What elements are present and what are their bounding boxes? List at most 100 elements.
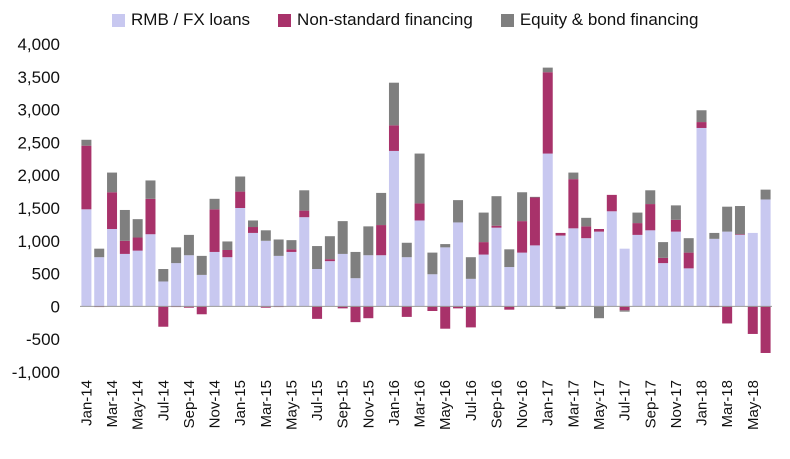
x-tick-label: Sep-16: [488, 380, 505, 428]
bar-segment-loans: [171, 263, 182, 307]
x-tick-label: Nov-15: [360, 380, 377, 428]
bar-segment-equity-bond: [734, 206, 745, 235]
bar-segment-equity-bond: [312, 246, 323, 270]
bar-segment-equity-bond: [401, 242, 412, 258]
x-tick-label: Nov-14: [207, 380, 224, 428]
bar-segment-nonstandard: [286, 249, 297, 252]
bar-segment-loans: [632, 234, 643, 307]
legend: RMB / FX loans Non-standard financing Equi…: [112, 10, 726, 30]
x-tick-label: May-15: [283, 380, 300, 430]
x-tick-label: Sep-15: [335, 380, 352, 428]
bar-segment-equity-bond: [440, 244, 451, 248]
bar-segment-equity-bond: [453, 200, 464, 223]
bar-segment-loans: [107, 228, 118, 307]
bar-segment-equity-bond: [414, 153, 425, 204]
bar-segment-equity-bond: [158, 269, 169, 282]
x-tick-label: Jan-16: [386, 380, 403, 426]
bar-segment-loans: [81, 209, 92, 307]
y-tick-label: -500: [26, 330, 60, 349]
bar-segment-equity-bond: [594, 306, 604, 319]
bar-segment-equity-bond: [491, 196, 502, 226]
y-tick-label: -1,000: [12, 363, 60, 382]
bar-segment-nonstandard: [670, 219, 681, 232]
x-tick-label: Sep-17: [642, 380, 659, 428]
bar-segment-nonstandard: [747, 306, 758, 334]
bar-segment-nonstandard: [478, 242, 489, 255]
bar-segment-nonstandard: [555, 232, 566, 236]
bar-segment-nonstandard: [350, 306, 361, 323]
x-tick-label: Sep-14: [181, 380, 198, 428]
bar-segment-nonstandard: [312, 306, 323, 319]
bar-segment-equity-bond: [183, 234, 194, 256]
bar-segment-nonstandard: [529, 197, 540, 246]
x-tick-label: Jul-14: [155, 380, 172, 421]
bar-segment-nonstandard: [376, 225, 387, 256]
bar-segment-loans: [158, 281, 169, 307]
x-tick-label: Nov-17: [668, 380, 685, 428]
x-tick-label: Jan-17: [540, 380, 557, 426]
bar-segment-equity-bond: [581, 217, 592, 227]
bar-segment-equity-bond: [337, 221, 348, 254]
bar-segment-loans: [363, 255, 374, 307]
bar-segment-equity-bond: [517, 192, 528, 222]
bar-segment-equity-bond: [619, 310, 630, 312]
bar-segment-equity-bond: [529, 196, 540, 198]
bar-segment-loans: [235, 208, 246, 307]
y-tick-label: 2,500: [17, 133, 60, 152]
y-tick-label: 500: [32, 265, 60, 284]
legend-label: Non-standard financing: [297, 10, 473, 29]
bar-segment-nonstandard: [337, 306, 348, 309]
bar-segment-equity-bond: [81, 139, 92, 146]
bar-segment-nonstandard: [504, 306, 515, 310]
bar-segment-loans: [568, 228, 579, 307]
x-tick-label: Mar-18: [719, 380, 736, 428]
bar-segment-loans: [299, 217, 310, 307]
bar-segment-loans: [388, 150, 399, 307]
bar-segment-nonstandard: [414, 203, 425, 221]
bar-segment-loans: [209, 251, 220, 307]
bar-segment-nonstandard: [158, 306, 169, 327]
bar-segment-loans: [132, 250, 143, 307]
bar-segment-loans: [594, 231, 604, 307]
x-tick-label: Jan-15: [232, 380, 249, 426]
y-tick-label: 4,000: [17, 35, 60, 54]
bar-segment-loans: [734, 234, 745, 307]
bar-segment-nonstandard: [324, 259, 335, 262]
bar-segment-nonstandard: [734, 234, 745, 235]
bar-segment-nonstandard: [632, 223, 643, 235]
bar-segment-loans: [119, 253, 130, 307]
bar-segment-loans: [324, 261, 335, 307]
x-tick-label: May-18: [745, 380, 762, 430]
bar-segment-nonstandard: [388, 125, 399, 151]
bar-segment-nonstandard: [145, 198, 156, 235]
bar-segment-nonstandard: [594, 228, 604, 232]
bar-segment-loans: [145, 234, 156, 307]
bar-segment-equity-bond: [260, 230, 271, 241]
bar-segment-nonstandard: [183, 306, 194, 308]
bar-segment-equity-bond: [376, 192, 387, 226]
bar-segment-nonstandard: [491, 225, 502, 228]
bar-segment-nonstandard: [440, 306, 451, 329]
bar-segment-equity-bond: [478, 212, 489, 243]
bars: [81, 67, 771, 353]
bar-segment-loans: [709, 238, 720, 307]
legend-label: Equity & bond financing: [519, 10, 699, 29]
bar-segment-nonstandard: [401, 306, 412, 317]
bar-segment-nonstandard: [683, 252, 694, 269]
legend-swatch: [500, 13, 514, 27]
bar-segment-nonstandard: [132, 237, 143, 251]
bar-segment-equity-bond: [555, 306, 566, 310]
legend-item: Equity & bond financing: [500, 10, 699, 30]
bar-segment-loans: [260, 240, 271, 307]
x-axis: Jan-14 Mar-14 May-14 Jul-14 Sep-14 Nov-14 Jan-…: [78, 380, 761, 430]
bar-segment-loans: [427, 274, 438, 307]
y-tick-label: 1,000: [17, 232, 60, 251]
bar-segment-equity-bond: [119, 209, 130, 241]
x-tick-label: Nov-16: [514, 380, 531, 428]
bar-segment-equity-bond: [709, 232, 720, 239]
bar-segment-loans: [248, 232, 258, 307]
bar-segment-loans: [747, 232, 758, 307]
bar-segment-loans: [555, 235, 566, 307]
bar-segment-equity-bond: [273, 239, 284, 256]
legend-swatch: [278, 13, 292, 27]
